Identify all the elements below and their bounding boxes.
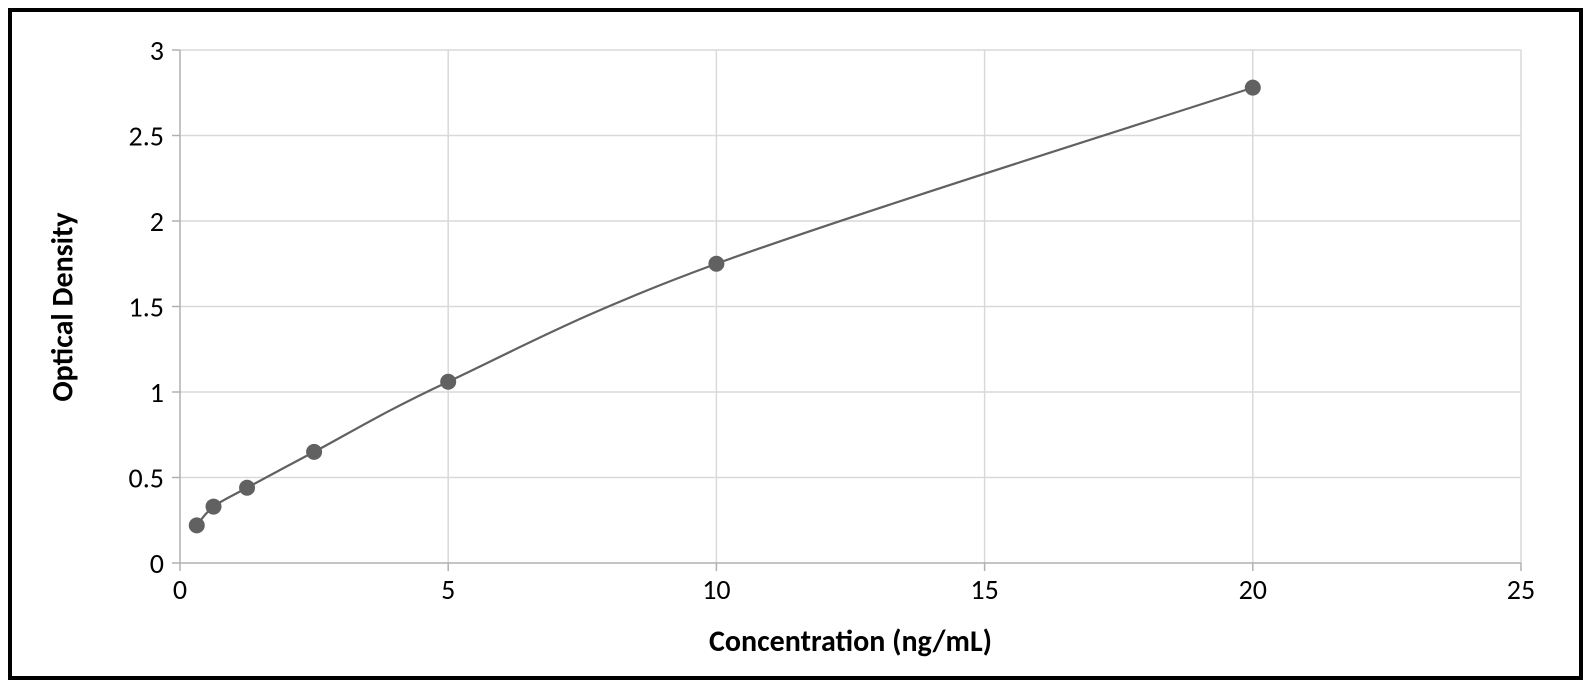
x-tick-label: 10 — [702, 572, 730, 607]
y-tick-label: 2.5 — [129, 118, 164, 153]
y-tick-label: 0.5 — [129, 460, 164, 495]
y-tick-label: 0 — [150, 546, 164, 581]
data-point — [189, 517, 205, 533]
x-tick-label: 25 — [1507, 572, 1535, 607]
chart-frame: 051015202500.511.522.53 Optical Density … — [8, 8, 1583, 680]
data-point — [206, 499, 222, 515]
y-tick-label: 3 — [150, 33, 164, 68]
data-point — [306, 444, 322, 460]
y-tick-label: 2 — [150, 204, 164, 239]
data-point — [440, 374, 456, 390]
y-tick-label: 1 — [150, 375, 164, 410]
optical-density-chart: 0 5 10 15 20 25 0 0.5 1 1.5 2 2.5 3 — [30, 30, 1561, 658]
data-point — [708, 256, 724, 272]
x-tick-label: 20 — [1239, 572, 1267, 607]
x-axis-label: Concentration (ng/mL) — [709, 623, 992, 660]
data-point — [1245, 80, 1261, 96]
data-point — [239, 480, 255, 496]
chart-container: 051015202500.511.522.53 Optical Density … — [30, 30, 1561, 658]
y-axis-label: Optical Density — [45, 212, 82, 401]
x-tick-label: 5 — [441, 572, 455, 607]
x-tick-label: 0 — [173, 572, 187, 607]
y-tick-label: 1.5 — [129, 289, 164, 324]
x-tick-label: 15 — [970, 572, 998, 607]
